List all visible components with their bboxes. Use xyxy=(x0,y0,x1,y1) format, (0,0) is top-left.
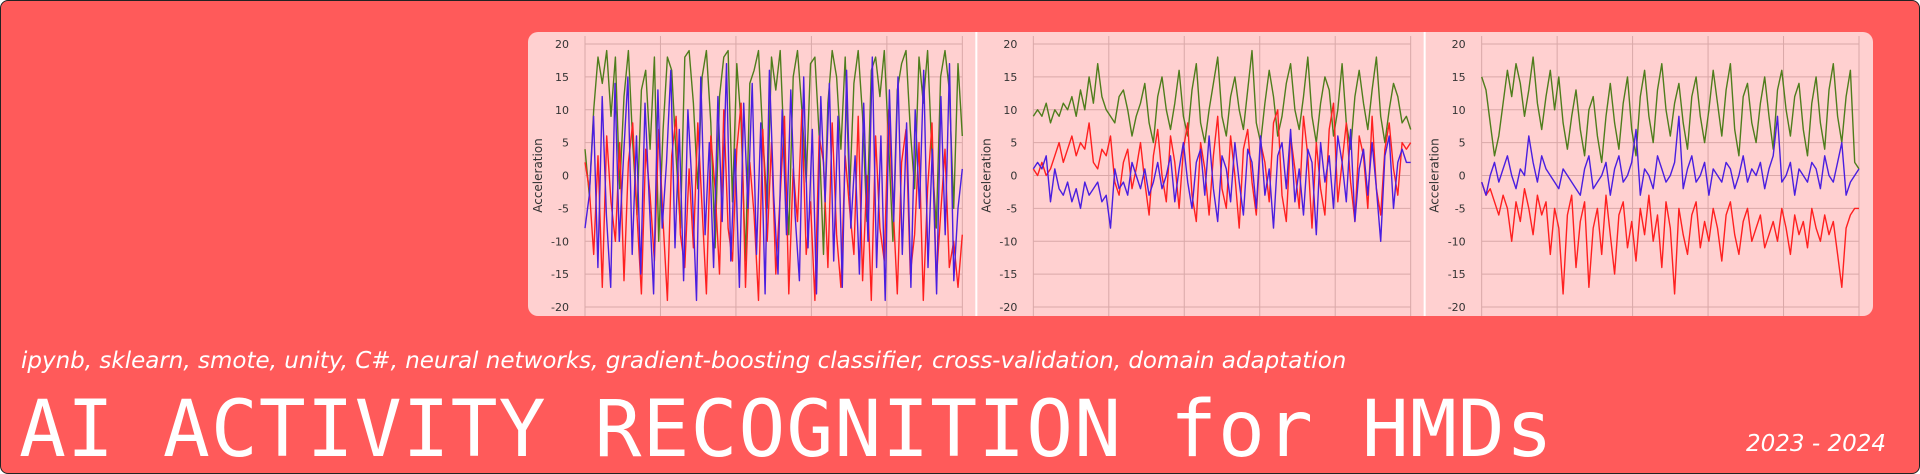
y-axis-label: Acceleration xyxy=(979,138,993,213)
y-tick-label: 10 xyxy=(1003,104,1017,117)
y-axis-label: Acceleration xyxy=(531,138,545,213)
acceleration-plots-panel: 20 15 10 5 0 -5 -10 -15 -20 Acceleration 20 15 10 5 0 -… xyxy=(528,32,1873,316)
series-line-1 xyxy=(1032,49,1412,150)
y-tick-label: -10 xyxy=(999,235,1017,248)
chart-1: 20 15 10 5 0 -5 -10 -15 -20 Acceleration xyxy=(531,36,963,316)
y-tick-label: -15 xyxy=(999,268,1017,281)
y-tick-label: 0 xyxy=(1459,170,1466,183)
y-tick-label: -10 xyxy=(1448,235,1466,248)
y-tick-label: 5 xyxy=(1459,137,1466,150)
project-title: AI ACTIVITY RECOGNITION for HMDs xyxy=(19,385,1554,474)
chart-3: 20 15 10 5 0 -5 -10 -15 -20 Acceleration xyxy=(1423,32,1860,316)
y-tick-label: -10 xyxy=(551,235,569,248)
y-tick-label: -5 xyxy=(1006,202,1017,215)
y-tick-label: 5 xyxy=(562,137,569,150)
series-line-2 xyxy=(1481,181,1859,295)
y-tick-label: -15 xyxy=(551,268,569,281)
series-line-3 xyxy=(1481,115,1860,196)
series-line-3 xyxy=(1032,128,1411,243)
y-tick-label: -20 xyxy=(1448,301,1466,314)
y-tick-label: -20 xyxy=(999,301,1017,314)
y-tick-label: 20 xyxy=(1452,38,1466,51)
y-tick-label: 5 xyxy=(1010,137,1017,150)
y-tick-label: 10 xyxy=(555,104,569,117)
acceleration-charts: 20 15 10 5 0 -5 -10 -15 -20 Acceleration 20 15 10 5 0 -… xyxy=(531,32,1860,316)
y-tick-label: 10 xyxy=(1452,104,1466,117)
chart-2: 20 15 10 5 0 -5 -10 -15 -20 Acceleration xyxy=(975,32,1412,316)
series-line-3 xyxy=(584,56,963,302)
y-tick-label: 20 xyxy=(1003,38,1017,51)
y-tick-label: 20 xyxy=(555,38,569,51)
tech-stack-subtitle: ipynb, sklearn, smote, unity, C#, neural… xyxy=(21,348,1347,374)
series-line-1 xyxy=(584,49,963,262)
series-line-2 xyxy=(1032,102,1412,229)
y-tick-label: -20 xyxy=(551,301,569,314)
y-tick-label: 0 xyxy=(1010,170,1017,183)
series-line-1 xyxy=(1481,56,1860,170)
y-axis-label: Acceleration xyxy=(1428,138,1442,213)
y-tick-label: -15 xyxy=(1448,268,1466,281)
y-tick-label: -5 xyxy=(558,202,569,215)
y-tick-label: -5 xyxy=(1455,202,1466,215)
project-years: 2023 - 2024 xyxy=(1746,431,1886,457)
y-tick-label: 0 xyxy=(562,170,569,183)
y-tick-label: 15 xyxy=(1452,71,1466,84)
y-tick-label: 15 xyxy=(1003,71,1017,84)
y-tick-label: 15 xyxy=(555,71,569,84)
